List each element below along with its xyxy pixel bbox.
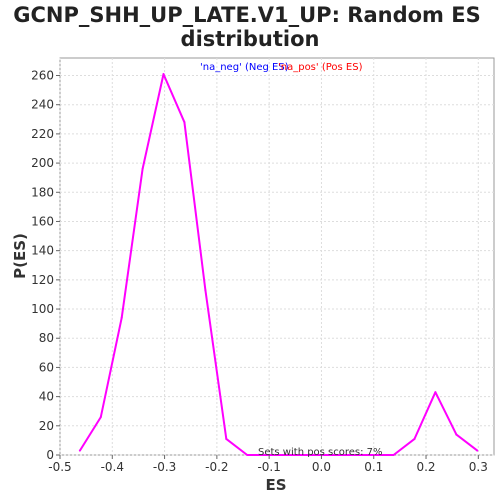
x-tick-label: -0.1 bbox=[257, 460, 280, 474]
y-tick-label: 80 bbox=[39, 331, 54, 345]
x-tick-label: -0.5 bbox=[48, 460, 71, 474]
data-point bbox=[99, 416, 102, 419]
data-point bbox=[329, 454, 332, 456]
x-axis-label: ES bbox=[265, 476, 286, 494]
legend-neg-label: 'na_neg' (Neg ES) bbox=[200, 62, 289, 73]
y-tick-label: 180 bbox=[31, 185, 54, 199]
data-point bbox=[308, 454, 311, 456]
x-tick-label: -0.3 bbox=[153, 460, 176, 474]
y-tick-label: 220 bbox=[31, 127, 54, 141]
series-layer bbox=[78, 73, 479, 456]
y-tick-label: 0 bbox=[46, 448, 54, 462]
data-point bbox=[78, 449, 81, 452]
data-point bbox=[476, 449, 479, 452]
legend-pos-label: 'na_pos' (Pos ES) bbox=[278, 62, 363, 73]
chart-title-line-1: GCNP_SHH_UP_LATE.V1_UP: Random ES bbox=[13, 3, 480, 27]
x-tick-label: 0.3 bbox=[469, 460, 488, 474]
data-point bbox=[371, 454, 374, 456]
data-point bbox=[455, 433, 458, 436]
y-axis-ticks: 0 20 40 60 80 100 120 140 160 180 200 220 240 260 bbox=[31, 69, 60, 462]
y-tick-label: 160 bbox=[31, 214, 54, 228]
data-point bbox=[204, 289, 207, 292]
pos-scores-annotation: Sets with pos scores: 7% bbox=[258, 447, 383, 458]
y-tick-label: 140 bbox=[31, 244, 54, 258]
y-tick-label: 100 bbox=[31, 302, 54, 316]
y-axis-label: P(ES) bbox=[11, 233, 29, 279]
data-point bbox=[434, 391, 437, 394]
y-tick-label: 200 bbox=[31, 156, 54, 170]
data-point bbox=[225, 437, 228, 440]
x-tick-label: 0.1 bbox=[364, 460, 383, 474]
data-point bbox=[246, 454, 249, 456]
data-point bbox=[183, 121, 186, 124]
grid bbox=[59, 58, 494, 456]
data-point bbox=[392, 454, 395, 456]
x-axis-ticks: -0.5 -0.4 -0.3 -0.2 -0.1 0.0 0.1 0.2 0.3 bbox=[48, 455, 488, 474]
x-tick-label: 0.0 bbox=[312, 460, 331, 474]
y-tick-label: 240 bbox=[31, 98, 54, 112]
data-point bbox=[288, 454, 291, 456]
data-point bbox=[162, 73, 165, 76]
y-tick-label: 40 bbox=[39, 390, 54, 404]
data-point bbox=[141, 167, 144, 170]
chart-title-line-2: distribution bbox=[181, 27, 320, 51]
plot-area bbox=[59, 57, 495, 456]
y-tick-label: 260 bbox=[31, 69, 54, 83]
x-tick-label: -0.2 bbox=[205, 460, 228, 474]
y-tick-label: 20 bbox=[39, 419, 54, 433]
series-line bbox=[79, 73, 478, 456]
y-tick-label: 120 bbox=[31, 273, 54, 287]
data-point bbox=[413, 437, 416, 440]
data-point bbox=[350, 454, 353, 456]
x-tick-label: -0.4 bbox=[101, 460, 124, 474]
data-point bbox=[120, 316, 123, 319]
x-tick-label: 0.2 bbox=[416, 460, 435, 474]
y-tick-label: 60 bbox=[39, 360, 54, 374]
data-point bbox=[267, 454, 270, 456]
